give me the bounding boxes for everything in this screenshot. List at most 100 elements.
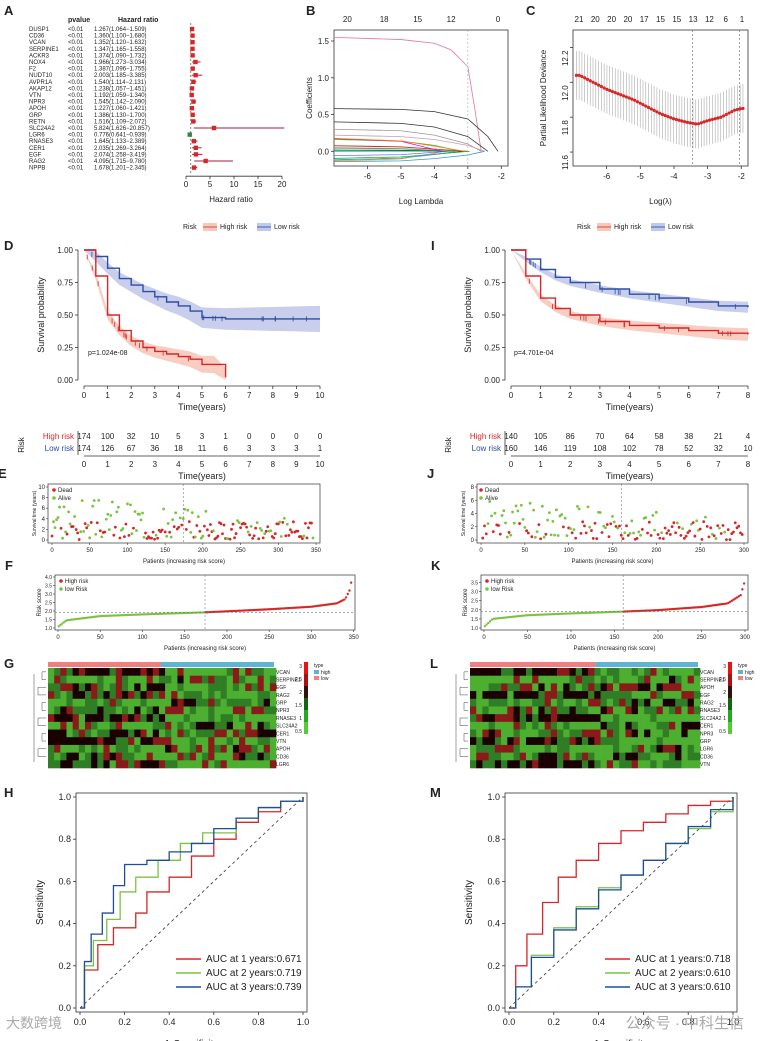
heatmap-cell xyxy=(519,706,527,715)
heatmap-cell xyxy=(501,744,508,753)
heatmap-cell xyxy=(525,744,533,753)
cv-point xyxy=(624,95,628,99)
heatmap-cell xyxy=(693,683,701,692)
risk-point xyxy=(348,589,351,592)
alive-point xyxy=(556,534,560,537)
heatmap-cell xyxy=(54,675,61,684)
dead-point xyxy=(261,536,265,540)
km-y-tick-label: 1.00 xyxy=(57,246,73,255)
risk-point xyxy=(560,612,563,616)
heatmap-cell xyxy=(681,737,688,746)
lasso-y-tick-label: 1.0 xyxy=(318,74,330,83)
heatmap-cell xyxy=(650,737,657,746)
dead-point xyxy=(716,524,720,528)
roc-y-tick-label: 0.6 xyxy=(487,876,500,886)
cv-point xyxy=(719,115,723,119)
risk-point xyxy=(231,609,235,613)
heatmap-cell xyxy=(687,760,695,769)
heatmap-cell xyxy=(631,760,639,769)
heatmap-cell xyxy=(588,744,595,753)
heatmap-cell xyxy=(625,668,632,676)
dead-point xyxy=(619,533,623,537)
heatmap-cell xyxy=(619,744,626,753)
heatmap-cell xyxy=(619,668,626,676)
risk-point xyxy=(659,608,662,612)
risk-point xyxy=(555,612,558,616)
heatmap-cell xyxy=(103,729,110,738)
heatmap-cell xyxy=(494,760,502,769)
heatmap-cell xyxy=(631,668,639,676)
heatmap-cell xyxy=(656,721,664,730)
heatmap-cell xyxy=(232,706,240,715)
dead-point xyxy=(219,522,223,526)
heatmap-cell xyxy=(532,729,539,738)
heatmap-cell xyxy=(569,737,577,746)
heatmap-cell xyxy=(140,698,147,707)
risk-point xyxy=(120,614,123,617)
heatmap-cell xyxy=(84,675,92,684)
lasso-x-label: Log Lambda xyxy=(399,197,444,206)
dead-point xyxy=(682,536,686,540)
lasso-x-tick-label: -6 xyxy=(364,172,372,181)
heatmap-cell xyxy=(662,744,670,753)
heatmap-cell xyxy=(171,721,178,730)
heatmap-cell xyxy=(146,752,154,761)
heatmap-cell xyxy=(269,675,277,684)
risk-point xyxy=(485,623,488,626)
heatmap-cell xyxy=(675,683,682,692)
heatmap-cell xyxy=(650,721,657,730)
forest-hr-text: 2.074(1.258−3.419) xyxy=(94,152,147,158)
heatmap-cell xyxy=(220,752,228,761)
heatmap-cell xyxy=(269,752,277,761)
heatmap-cell xyxy=(84,721,92,730)
forest-point xyxy=(189,106,195,111)
heatmap-cell xyxy=(600,683,608,692)
heatmap-cell xyxy=(257,714,265,723)
alive-point xyxy=(183,507,187,511)
dead-point xyxy=(83,522,87,526)
heatmap-cell xyxy=(78,706,86,715)
heatmap-cell xyxy=(470,737,477,746)
forest-hr-text: 1.227(1.060−1.421) xyxy=(94,106,147,112)
lasso-path xyxy=(333,108,499,152)
heatmap-cell xyxy=(214,706,221,715)
scatter-legend-alive-swatch xyxy=(479,496,483,500)
risk-table-x-tick-label: 8 xyxy=(746,460,751,469)
heatmap-cell xyxy=(165,744,172,753)
heatmap-cell xyxy=(687,729,695,738)
heatmap-cell xyxy=(675,744,682,753)
risk-point xyxy=(527,614,530,617)
heatmap-cell xyxy=(72,744,80,753)
heatmap-cell xyxy=(488,729,496,738)
heatmap-cell xyxy=(109,706,117,715)
forest-x-tick-label: 5 xyxy=(208,180,213,189)
heatmap-cell xyxy=(501,706,508,715)
risk-point xyxy=(508,615,511,619)
risk-table-low-value: 160 xyxy=(504,444,518,453)
heatmap-cell xyxy=(675,752,682,761)
heatmap-cell xyxy=(158,668,166,676)
cv-frame xyxy=(572,29,749,167)
heatmap-cell xyxy=(115,683,123,692)
heatmap-cell xyxy=(476,760,483,769)
heatmap-cell xyxy=(165,752,172,761)
heatmap-cell xyxy=(103,675,110,684)
heatmap-cell xyxy=(525,729,533,738)
heatmap-cell xyxy=(563,737,570,746)
scatter-x-tick-label: 200 xyxy=(651,548,662,554)
risk-point xyxy=(581,611,584,615)
forest-hr-text: 1.360(1.100−1.680) xyxy=(94,34,147,40)
cv-x-tick-label: -3 xyxy=(704,172,712,181)
heatmap-cell xyxy=(183,683,191,692)
heatmap-cell xyxy=(158,683,166,692)
forest-point xyxy=(189,26,195,32)
heatmap-cell xyxy=(121,729,129,738)
dead-point xyxy=(243,522,247,526)
risk-point xyxy=(209,610,213,614)
dead-point xyxy=(498,532,502,536)
heatmap-cell xyxy=(269,737,277,746)
risk-y-tick-label: 1.0 xyxy=(45,626,52,632)
alive-point xyxy=(644,516,648,519)
heatmap-cell xyxy=(625,744,632,753)
heatmap-cell xyxy=(214,714,221,723)
